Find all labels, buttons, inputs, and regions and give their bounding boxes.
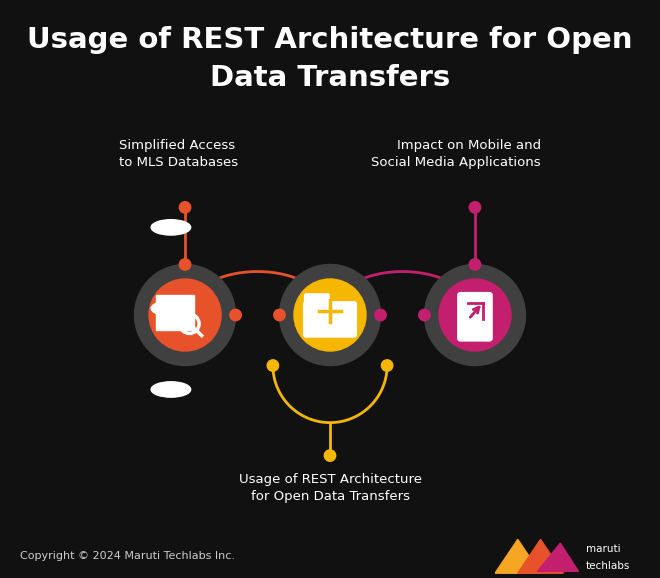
Text: Copyright © 2024 Maruti Techlabs Inc.: Copyright © 2024 Maruti Techlabs Inc.	[20, 551, 235, 561]
FancyBboxPatch shape	[458, 292, 492, 341]
Circle shape	[469, 259, 480, 270]
Circle shape	[279, 265, 381, 365]
Circle shape	[294, 279, 366, 351]
Ellipse shape	[151, 382, 191, 397]
Circle shape	[375, 309, 386, 321]
Circle shape	[180, 259, 191, 270]
Circle shape	[180, 202, 191, 213]
Ellipse shape	[151, 301, 191, 316]
FancyBboxPatch shape	[156, 295, 194, 331]
Circle shape	[424, 265, 525, 365]
Circle shape	[439, 279, 511, 351]
Ellipse shape	[151, 220, 191, 235]
FancyBboxPatch shape	[304, 294, 329, 306]
Circle shape	[324, 450, 336, 461]
Circle shape	[135, 265, 236, 365]
Circle shape	[469, 202, 480, 213]
Polygon shape	[495, 539, 541, 573]
FancyBboxPatch shape	[304, 302, 356, 337]
Circle shape	[230, 309, 242, 321]
Text: maruti: maruti	[586, 544, 620, 554]
Text: techlabs: techlabs	[586, 561, 630, 570]
Text: Data Transfers: Data Transfers	[210, 64, 450, 92]
Polygon shape	[517, 539, 563, 573]
Circle shape	[418, 309, 430, 321]
Text: Simplified Access
to MLS Databases: Simplified Access to MLS Databases	[119, 139, 238, 169]
Polygon shape	[537, 543, 578, 571]
Circle shape	[149, 279, 221, 351]
Circle shape	[274, 309, 285, 321]
Text: Usage of REST Architecture
for Open Data Transfers: Usage of REST Architecture for Open Data…	[238, 473, 422, 503]
Text: Impact on Mobile and
Social Media Applications: Impact on Mobile and Social Media Applic…	[371, 139, 541, 169]
Circle shape	[381, 360, 393, 371]
Text: Usage of REST Architecture for Open: Usage of REST Architecture for Open	[27, 26, 633, 54]
Circle shape	[267, 360, 279, 371]
